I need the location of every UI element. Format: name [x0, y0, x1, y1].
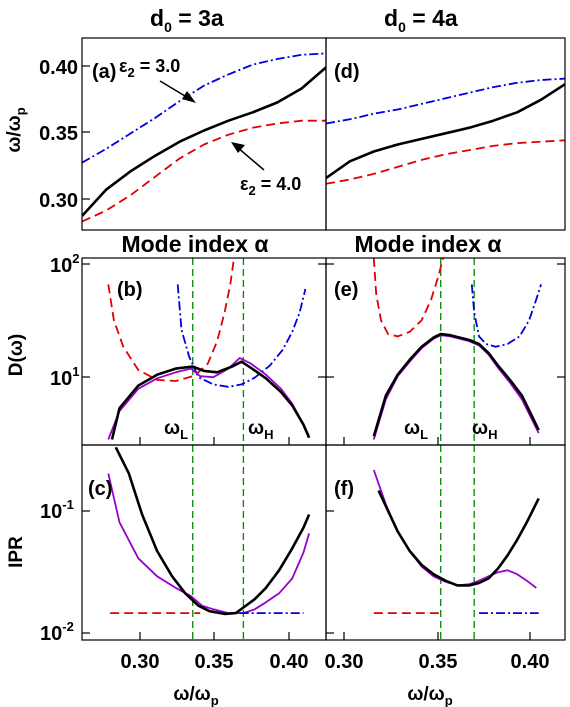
y-tick-middle: 102	[50, 251, 79, 277]
y-tick-bottom: 10-2	[40, 619, 74, 645]
x-label-middle-right: Mode index α	[354, 231, 501, 257]
x-tick-right: 0.35	[419, 651, 458, 673]
annotation-eps-4: ε2 = 4.0	[240, 174, 301, 198]
annotation-arrow-head	[182, 91, 196, 103]
panel-frame	[325, 257, 566, 446]
y-tick-top: 0.35	[39, 123, 78, 145]
panel-label-e: (e)	[334, 279, 358, 301]
annotation-arrow-shaft	[236, 146, 265, 171]
y-label-bottom: IPR	[6, 536, 27, 568]
panel-label-f: (f)	[334, 478, 354, 500]
x-tick-right: 0.30	[325, 651, 364, 673]
y-label-middle: D(ω)	[6, 334, 27, 376]
annotation-omega-L: ωL	[404, 418, 428, 442]
panel-label-b: (b)	[117, 279, 143, 301]
panel-label-d: (d)	[334, 61, 360, 83]
plot-area	[82, 52, 326, 223]
x-label-bottom-right: ω/ωp	[407, 684, 452, 707]
series-line-red	[326, 139, 565, 185]
plot-area	[107, 445, 311, 640]
column-title-right: d0 = 4a	[384, 5, 458, 35]
series-line-black	[82, 66, 326, 217]
series-line-purple	[372, 469, 537, 589]
panel-frame	[325, 37, 566, 231]
series-line-black	[372, 332, 540, 437]
series-line-black	[326, 83, 565, 180]
series-line-purple	[107, 473, 310, 614]
x-tick-right: 0.40	[511, 651, 550, 673]
series-line-purple	[107, 357, 310, 440]
x-tick-left: 0.35	[195, 651, 234, 673]
series-line-blue	[176, 284, 307, 388]
annotation-arrow-head	[231, 142, 245, 153]
panel-label-a: (a)	[92, 61, 116, 83]
series-line-black	[110, 360, 311, 440]
plot-area	[107, 258, 311, 445]
series-line-blue	[470, 284, 542, 348]
panel-frame	[325, 444, 566, 641]
column-title-left: d0 = 3a	[150, 5, 224, 35]
y-tick-bottom: 10-1	[40, 497, 74, 523]
series-line-purple	[372, 334, 540, 440]
y-tick-middle: 101	[50, 364, 79, 390]
plot-area	[372, 445, 540, 640]
panel-label-c: (c)	[88, 478, 112, 500]
y-tick-top: 0.30	[39, 190, 78, 212]
series-line-red	[82, 119, 326, 223]
series-line-black	[377, 490, 540, 587]
annotation-omega-H: ωH	[248, 418, 273, 442]
annotation-omega-H: ωH	[472, 418, 497, 442]
series-line-blue	[82, 52, 326, 164]
x-tick-left: 0.30	[121, 651, 160, 673]
x-label-middle-left: Mode index α	[121, 231, 268, 257]
series-line-blue	[326, 77, 565, 125]
plot-area	[372, 258, 542, 445]
series-line-red	[107, 258, 235, 382]
panel-frame	[81, 444, 327, 641]
x-tick-left: 0.40	[270, 651, 309, 673]
series-line-red	[372, 258, 444, 338]
plot-area	[326, 77, 565, 185]
annotation-omega-L: ωL	[164, 418, 188, 442]
annotation-eps-3: ε2 = 3.0	[119, 56, 180, 80]
y-tick-top: 0.40	[39, 57, 78, 79]
series-line-black	[114, 446, 311, 616]
y-label-top: ω/ωp	[4, 107, 28, 152]
x-label-bottom-left: ω/ωp	[173, 684, 218, 707]
